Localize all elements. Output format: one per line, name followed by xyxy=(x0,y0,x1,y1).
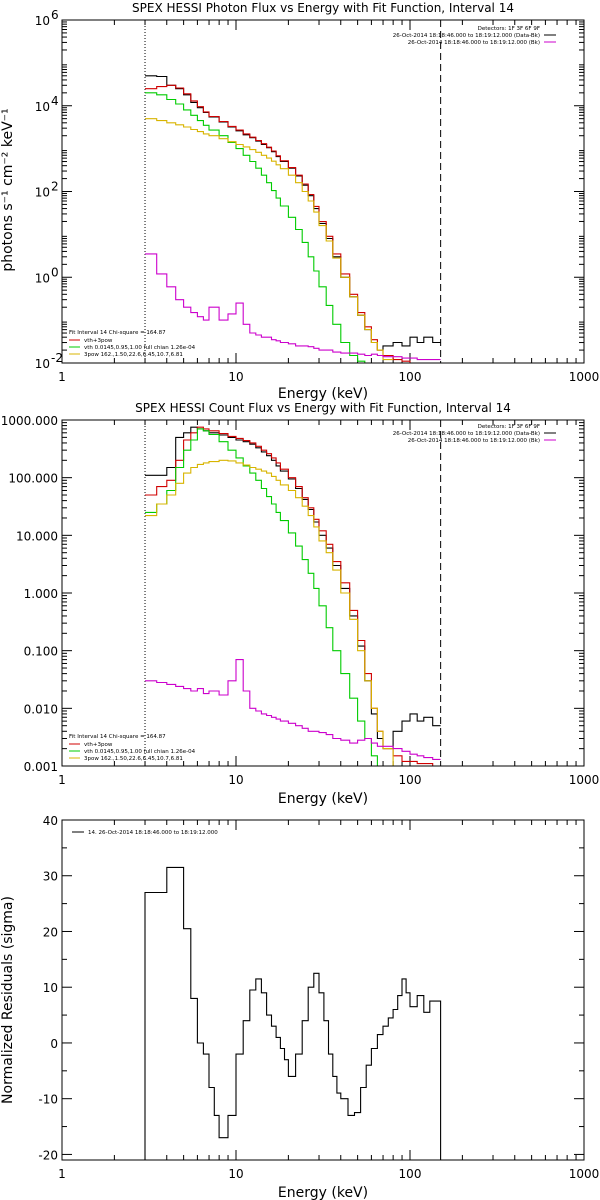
chart0-ytick-label-1: 10 xyxy=(35,271,50,285)
chart1-xtick-label-1000: 1000 xyxy=(569,773,600,787)
count-flux-xlabel: Energy (keV) xyxy=(278,791,368,807)
chart1-xtick-label-10: 10 xyxy=(228,773,243,787)
chart1-series-4-bk xyxy=(145,659,441,760)
count-flux-series xyxy=(145,426,441,767)
chart0-ytick-exp-1: 0 xyxy=(51,265,59,279)
chart0-series-4-bk xyxy=(145,253,441,361)
chart1-ytick-label-6: 1000.000 xyxy=(1,414,58,428)
photon-flux-xlabel: Energy (keV) xyxy=(278,386,368,402)
count-flux-legend-detectors: Detectors: 1F 3F 6F 9F 26-Oct-2014 18:18… xyxy=(393,424,556,444)
chart1-ytick-label-3: 1.000 xyxy=(24,587,58,601)
count-flux-plot-frame xyxy=(61,419,585,767)
count-flux-legend-header: Detectors: 1F 3F 6F 9F xyxy=(478,424,540,430)
residuals-series xyxy=(144,866,442,1160)
chart0-xtick-label-10: 10 xyxy=(228,370,243,384)
chart2-ytick-label-4: 20 xyxy=(43,925,58,939)
photon-flux-range-markers xyxy=(144,20,442,363)
count-flux-fit-header: Fit Interval 14 Chi-square = 164.87 xyxy=(69,734,166,740)
chart2-ytick-label-1: -10 xyxy=(38,1093,58,1107)
chart1-ytick-label-5: 100.000 xyxy=(8,472,58,486)
residuals-legend: 14. 26-Oct-2014 18:18:46.000 to 18:19:12… xyxy=(72,830,218,836)
photon-flux-title: SPEX HESSI Photon Flux vs Energy with Fi… xyxy=(132,1,514,15)
chart2-xtick-label-1: 1 xyxy=(58,1167,66,1181)
photon-flux-fit-3pow: 3pow 162.,1.50,22.6,6.45,10.7,6.81 xyxy=(84,352,183,358)
chart0-ytick-label-0: 10 xyxy=(35,357,50,371)
chart1-xtick-label-1: 1 xyxy=(58,773,66,787)
photon-flux-fit-vth: vth 0.0145,0.95,1.00 full chian 1.26e-04 xyxy=(84,345,196,351)
photon-flux-legend-data: 26-Oct-2014 18:18:46.000 to 18:19:12.000… xyxy=(393,33,540,39)
chart2-xtick-label-1000: 1000 xyxy=(569,1167,600,1181)
chart1-series-2-vth xyxy=(145,428,383,767)
count-flux-fit-sum: vth+3pow xyxy=(84,742,113,748)
count-flux-title: SPEX HESSI Count Flux vs Energy with Fit… xyxy=(135,401,511,415)
chart2-xtick-label-10: 10 xyxy=(228,1167,243,1181)
chart0-ytick-exp-0: -2 xyxy=(51,351,63,365)
chart1-ytick-label-4: 10.000 xyxy=(16,529,58,543)
photon-flux-legend-detectors: Detectors: 1F 3F 6F 9F 26-Oct-2014 18:18… xyxy=(393,26,556,46)
chart2-ytick-label-6: 40 xyxy=(43,814,58,828)
residuals-legend-label: 14. 26-Oct-2014 18:18:46.000 to 18:19:12… xyxy=(88,830,218,836)
count-flux-range-markers xyxy=(144,420,442,766)
chart0-ytick-label-4: 10 xyxy=(35,14,50,28)
residuals-xlabel: Energy (keV) xyxy=(278,1185,368,1200)
residuals-axes: 1 10 100 1000 -20 -10 0 10 20 30 40 xyxy=(38,814,599,1181)
photon-flux-ylabel: photons s⁻¹ cm⁻² keV⁻¹ xyxy=(0,108,16,271)
chart2-series-0-14-26-oct-2014-18-18-46-000-to-18-19-12-000 xyxy=(144,866,442,1160)
chart0-series-2-vth xyxy=(145,92,383,364)
chart1-ytick-label-0: 0.001 xyxy=(24,760,58,774)
chart1-xtick-label-100: 100 xyxy=(399,773,422,787)
photon-flux-legend-header: Detectors: 1F 3F 6F 9F xyxy=(478,26,540,32)
residuals-panel: Energy (keV) Normalized Residuals (sigma… xyxy=(0,814,599,1200)
photon-flux-series xyxy=(145,75,441,364)
chart2-xtick-label-100: 100 xyxy=(399,1167,422,1181)
residuals-ylabel: Normalized Residuals (sigma) xyxy=(0,896,16,1104)
chart0-series-1-vth-3pow xyxy=(145,84,441,364)
chart0-ytick-label-3: 10 xyxy=(35,100,50,114)
chart0-ytick-label-2: 10 xyxy=(35,186,50,200)
count-flux-fit-3pow: 3pow 162.,1.50,22.6,6.45,10.7,6.81 xyxy=(84,756,183,762)
photon-flux-plot-frame xyxy=(61,19,585,364)
chart0-ytick-exp-4: 6 xyxy=(51,8,59,22)
chart2-ytick-label-0: -20 xyxy=(38,1148,58,1162)
chart2-ytick-label-5: 30 xyxy=(43,870,58,884)
chart1-series-3-3pow xyxy=(145,459,402,767)
chart0-series-3-3pow xyxy=(145,118,394,361)
residuals-plot-frame xyxy=(61,819,585,1161)
count-flux-fit-vth: vth 0.0145,0.95,1.00 full chian 1.26e-04 xyxy=(84,749,196,755)
count-flux-legend-data: 26-Oct-2014 18:18:46.000 to 18:19:12.000… xyxy=(393,431,540,437)
chart1-ytick-label-1: 0.010 xyxy=(24,702,58,716)
photon-flux-legend-bk: 26-Oct-2014 18:18:46.000 to 18:19:12.000… xyxy=(408,40,540,46)
chart1-ytick-label-2: 0.100 xyxy=(24,645,58,659)
chart0-ytick-exp-3: 4 xyxy=(51,94,59,108)
count-flux-panel: SPEX HESSI Count Flux vs Energy with Fit… xyxy=(1,401,600,807)
photon-flux-fit-sum: vth+3pow xyxy=(84,338,113,344)
chart0-xtick-label-100: 100 xyxy=(399,370,422,384)
chart0-xtick-label-1000: 1000 xyxy=(569,370,600,384)
chart0-ytick-exp-2: 2 xyxy=(51,180,59,194)
chart0-xtick-label-1: 1 xyxy=(58,370,66,384)
count-flux-axes: 1 10 100 1000 0.001 0.010 0.100 1.000 10.000 100.… xyxy=(1,414,600,787)
chart2-ytick-label-2: 0 xyxy=(50,1037,58,1051)
chart2-ytick-label-3: 10 xyxy=(43,981,58,995)
count-flux-legend-bk: 26-Oct-2014 18:18:46.000 to 18:19:12.000… xyxy=(408,438,540,444)
photon-flux-legend-fit: Fit Interval 14 Chi-square = 164.87 vth+… xyxy=(69,330,196,358)
count-flux-legend-fit: Fit Interval 14 Chi-square = 164.87 vth+… xyxy=(69,734,196,762)
photon-flux-fit-header: Fit Interval 14 Chi-square = 164.87 xyxy=(69,330,166,336)
photon-flux-panel: SPEX HESSI Photon Flux vs Energy with Fi… xyxy=(0,1,599,402)
